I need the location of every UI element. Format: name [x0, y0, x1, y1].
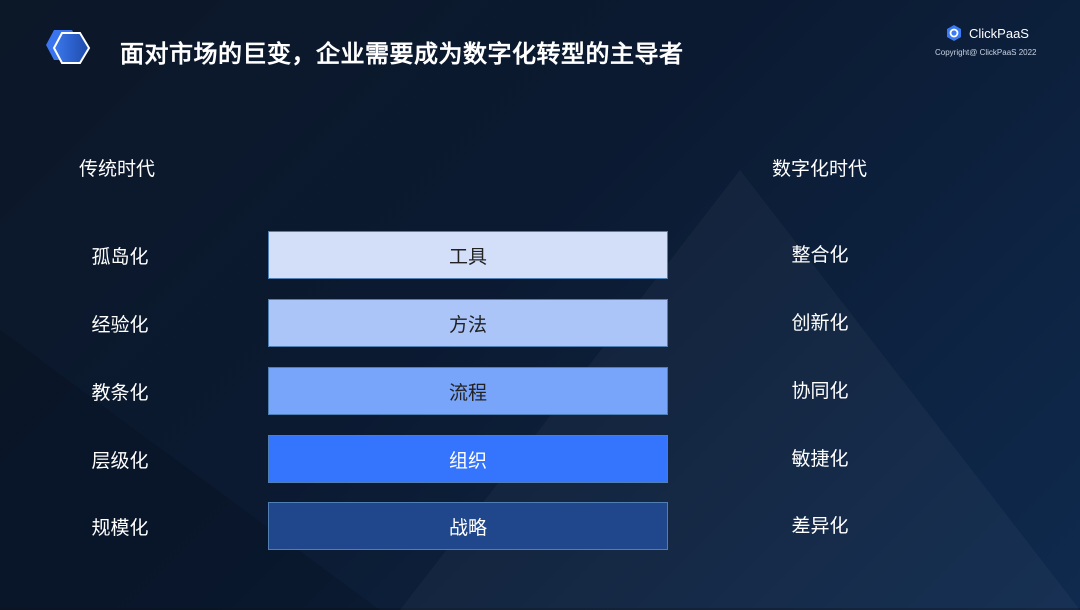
left-header: 传统时代: [79, 158, 156, 180]
copyright: Copyright@ ClickPaaS 2022: [935, 48, 1037, 57]
traditional-label: 规模化: [91, 517, 149, 539]
brand-name: ClickPaaS: [969, 25, 1029, 41]
layer-label: 工具: [448, 245, 487, 268]
clickpaas-logo-icon: [947, 25, 961, 41]
brand: ClickPaaS: [945, 24, 1029, 42]
hexagon-logo-icon: [46, 30, 91, 64]
traditional-label: 经验化: [91, 314, 149, 336]
digital-label: 整合化: [791, 244, 849, 266]
digital-label: 创新化: [791, 312, 849, 334]
layer-label: 组织: [448, 449, 487, 472]
layer-bar: 工具: [268, 231, 668, 279]
layer-bar: 流程: [268, 367, 668, 415]
layer-bar: 战略: [268, 502, 668, 550]
digital-label: 差异化: [791, 515, 849, 537]
layer-bar: 方法: [268, 299, 668, 347]
right-header: 数字化时代: [772, 158, 868, 180]
page-title: 面对市场的巨变，企业需要成为数字化转型的主导者: [120, 40, 684, 68]
digital-label: 敏捷化: [791, 448, 849, 470]
layer-label: 流程: [448, 381, 487, 404]
digital-label: 协同化: [791, 380, 849, 402]
traditional-label: 教条化: [91, 382, 149, 404]
layer-label: 战略: [448, 516, 487, 539]
traditional-label: 层级化: [91, 450, 149, 472]
traditional-label: 孤岛化: [91, 246, 149, 268]
layer-bar: 组织: [268, 435, 668, 483]
layer-label: 方法: [448, 313, 487, 336]
